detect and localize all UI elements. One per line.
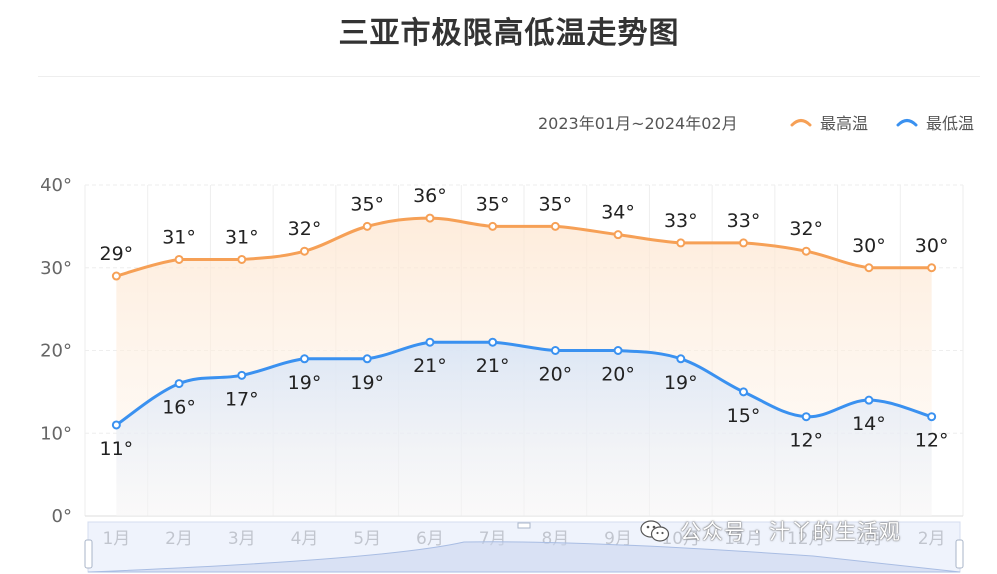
data-label-low: 21° (413, 355, 447, 377)
data-point-high[interactable] (739, 238, 748, 248)
data-label-high: 30° (852, 235, 886, 257)
data-point-high[interactable] (174, 254, 184, 264)
date-range: 2023年01月~2024年02月 (538, 114, 738, 133)
data-point-low[interactable] (174, 379, 184, 389)
legend-line-high-icon (790, 119, 812, 127)
watermark-text: 公众号 · 汁丫的生活观 (680, 520, 902, 544)
data-point-high[interactable] (927, 263, 937, 273)
data-point-high[interactable] (801, 246, 811, 256)
legend-item-low[interactable]: 最低温 (896, 110, 974, 134)
wechat-icon (640, 520, 670, 542)
data-point-high[interactable] (864, 263, 874, 273)
legend-label-low: 最低温 (926, 114, 975, 133)
data-point-high[interactable] (425, 213, 435, 223)
y-tick-label: 40° (40, 175, 72, 196)
data-point-high[interactable] (111, 271, 121, 281)
data-point-low[interactable] (300, 354, 309, 364)
point-layer (111, 213, 937, 430)
data-point-high[interactable] (300, 246, 309, 256)
data-label-high: 31° (162, 226, 196, 248)
area-low (116, 342, 932, 516)
data-point-low[interactable] (550, 346, 560, 355)
data-point-low[interactable] (801, 412, 811, 422)
zoom-handle-right[interactable] (955, 539, 964, 569)
data-label-low: 12° (789, 430, 823, 452)
data-label-low: 21° (476, 355, 510, 377)
label-layer: 29° 31° 31° 32° 35° 36° 35° 35° 34° 33° 33° 32° 30° 3… (100, 185, 949, 460)
zoom-handle-left[interactable] (84, 539, 93, 569)
data-point-high[interactable] (613, 230, 623, 240)
data-label-high: 33° (664, 210, 698, 232)
data-point-low[interactable] (425, 337, 435, 347)
y-tick-label: 30° (40, 258, 72, 279)
data-point-low[interactable] (488, 337, 498, 347)
data-label-low: 11° (100, 438, 134, 460)
y-tick-label: 10° (40, 423, 72, 444)
area-layer (116, 218, 932, 516)
data-point-high[interactable] (237, 254, 247, 264)
legend-item-high[interactable]: 最高温 (790, 110, 868, 134)
data-point-low[interactable] (927, 412, 937, 422)
data-label-low: 17° (225, 388, 259, 410)
data-label-high: 35° (476, 193, 510, 215)
data-point-low[interactable] (613, 346, 623, 355)
data-point-low[interactable] (676, 354, 686, 364)
y-tick-label: 0° (52, 506, 72, 527)
watermark: 公众号 · 汁丫的生活观 (640, 516, 901, 546)
zoom-slider[interactable] (84, 521, 964, 573)
data-point-low[interactable] (237, 370, 247, 380)
data-point-low[interactable] (864, 395, 874, 405)
data-point-low[interactable] (111, 420, 121, 430)
data-label-high: 33° (727, 210, 761, 232)
zoom-slider-preview (87, 541, 961, 573)
data-label-high: 36° (413, 185, 447, 207)
data-label-high: 35° (350, 193, 384, 215)
data-label-high: 30° (915, 235, 949, 257)
data-label-low: 14° (852, 413, 886, 435)
zoom-drag-grip[interactable] (517, 522, 531, 529)
chart-title: 三亚市极限高低温走势图 (338, 16, 680, 51)
title-divider (38, 76, 980, 77)
data-label-high: 32° (789, 218, 823, 240)
data-label-low: 12° (915, 430, 949, 452)
data-point-high[interactable] (676, 238, 686, 248)
data-point-high[interactable] (362, 221, 372, 231)
data-point-low[interactable] (362, 354, 372, 364)
data-label-low: 20° (539, 364, 573, 386)
data-point-low[interactable] (739, 387, 748, 397)
legend-label-high: 最高温 (820, 114, 869, 133)
y-tick-label: 20° (40, 341, 72, 362)
data-label-low: 19° (350, 372, 384, 394)
data-label-low: 20° (601, 364, 635, 386)
data-point-high[interactable] (488, 221, 498, 231)
data-label-high: 34° (601, 202, 635, 224)
data-label-high: 35° (539, 193, 573, 215)
data-label-high: 29° (100, 243, 134, 265)
data-point-high[interactable] (550, 221, 560, 231)
data-label-low: 15° (727, 405, 761, 427)
data-label-high: 31° (225, 226, 259, 248)
legend-line-low-icon (896, 119, 918, 127)
data-label-low: 16° (162, 397, 196, 419)
data-label-low: 19° (664, 372, 698, 394)
data-label-high: 32° (288, 218, 322, 240)
data-label-low: 19° (288, 372, 322, 394)
